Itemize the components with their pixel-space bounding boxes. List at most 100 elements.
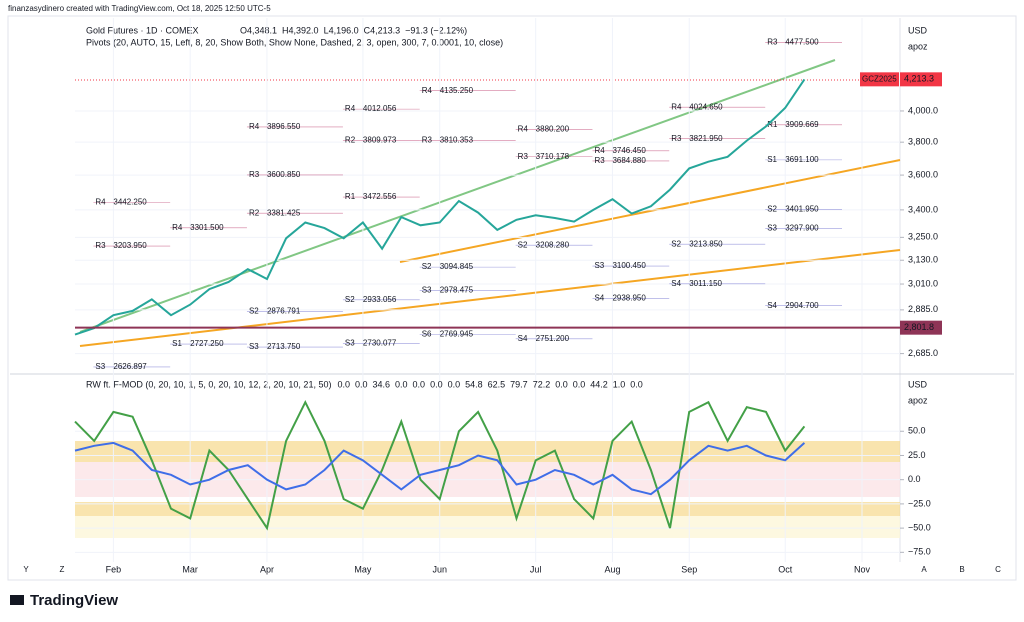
ohlc-value: H4,392.0: [282, 25, 319, 35]
x-tick-label: May: [354, 564, 372, 574]
pivot-level: S4: [767, 301, 777, 310]
pivot-price: 3100.450: [612, 261, 646, 270]
pivot-price: 2933.056: [363, 295, 397, 304]
ohlc-value: O4,348.1: [240, 25, 277, 35]
x-tick-label: Nov: [854, 564, 871, 574]
y-tick-label: 3,010.0: [908, 278, 938, 288]
pivot-price: 3809.973: [363, 136, 397, 145]
y-tick-label: −75.0: [908, 547, 931, 557]
toolbar-button[interactable]: Z: [60, 565, 65, 574]
pivot-price: 3213.850: [689, 239, 723, 248]
symbol-tag: [860, 72, 899, 87]
pivot-level: R4: [518, 125, 529, 134]
pivot-price: 2727.250: [190, 339, 224, 348]
pivot-level: R4: [249, 122, 260, 131]
pivot-price: 2626.897: [113, 362, 147, 371]
pivot-level: R3: [594, 156, 605, 165]
indicator-value: 34.6: [373, 379, 391, 389]
y-tick-label: 3,250.0: [908, 232, 938, 242]
pivot-price: 3301.500: [190, 223, 224, 232]
indicator-value: 79.7: [510, 379, 528, 389]
pivot-level: S4: [518, 334, 528, 343]
pivot-price: 3746.450: [612, 146, 646, 155]
pivot-price: 4012.056: [363, 104, 397, 113]
indicator-band: [75, 516, 900, 538]
pivot-level: R4: [95, 197, 106, 206]
pivot-price: 3821.950: [689, 134, 723, 143]
pivot-level: S2: [518, 240, 528, 249]
toolbar-button[interactable]: B: [959, 565, 964, 574]
pivot-price: 3896.550: [267, 122, 301, 131]
trend-line: [79, 249, 901, 347]
pivot-level: S1: [767, 155, 777, 164]
pivot-price: 3710.178: [536, 152, 570, 161]
price-tag: [900, 72, 942, 87]
indicator-band: [75, 502, 900, 516]
frame: [7, 15, 1017, 581]
pivot-price: 2876.791: [267, 307, 301, 316]
pivot-price: 2938.950: [612, 294, 646, 303]
toolbar-button[interactable]: A: [921, 565, 927, 574]
trend-line: [399, 159, 901, 263]
x-tick-label: Sep: [681, 564, 697, 574]
toolbar-button[interactable]: C: [995, 565, 1001, 574]
ohlc-value: −91.3 (−2.12%): [405, 25, 467, 35]
currency: USD: [908, 379, 928, 389]
toolbar-button[interactable]: Y: [23, 565, 29, 574]
footer-text: TradingView: [30, 592, 118, 609]
footer-logo: TradingView: [10, 592, 118, 609]
x-tick-label: Jul: [530, 564, 542, 574]
pivot-price: 3691.100: [785, 155, 819, 164]
x-tick-label: Oct: [778, 564, 793, 574]
pivot-price: 3094.845: [440, 262, 474, 271]
pivot-level: R1: [345, 192, 356, 201]
pivot-level: S2: [345, 295, 355, 304]
pivot-price: 3442.250: [113, 197, 147, 206]
pivot-level: S2: [422, 262, 432, 271]
pivot-price: 3011.150: [689, 279, 722, 288]
pivot-price: 2769.945: [440, 330, 474, 339]
series-line: [74, 399, 806, 531]
indicator-value: 44.2: [590, 379, 608, 389]
y-tick-label: 3,130.0: [908, 255, 938, 265]
pivot-level: S3: [767, 224, 777, 233]
pivot-level: R4: [172, 223, 183, 232]
y-tick-label: 25.0: [908, 450, 926, 460]
pivot-price: 4135.250: [440, 86, 474, 95]
indicator-value: 62.5: [488, 379, 506, 389]
pivot-price: 3684.880: [612, 156, 646, 165]
y-tick-label: 3,600.0: [908, 169, 938, 179]
pivot-price: 3909.669: [785, 120, 819, 129]
price-tag-label: 2,801.8: [904, 322, 934, 332]
pivot-price: 3472.556: [363, 192, 397, 201]
indicator-value: 0.0: [448, 379, 461, 389]
indicator-value: 0.0: [413, 379, 426, 389]
symbol-tag-label: GCZ2025: [862, 74, 897, 83]
x-tick-label: Jun: [432, 564, 447, 574]
pivot-level: S3: [345, 339, 355, 348]
pivot-level: S4: [671, 279, 681, 288]
pivot-level: R4: [594, 146, 605, 155]
series-line: [74, 441, 806, 496]
pivot-level: R1: [767, 120, 778, 129]
pivot-level: S6: [422, 330, 432, 339]
x-tick-label: Apr: [260, 564, 274, 574]
y-tick-label: 0.0: [908, 474, 921, 484]
pivot-price: 3297.900: [785, 224, 819, 233]
pivot-level: R3: [95, 241, 106, 250]
pivot-price: 3810.353: [440, 136, 474, 145]
y-tick-label: 3,400.0: [908, 204, 938, 214]
series-line: [74, 78, 806, 336]
pivot-level: R2: [249, 208, 260, 217]
indicator-value: 72.2: [533, 379, 551, 389]
pivot-level: R3: [422, 136, 433, 145]
ohlc-value: L4,196.0: [324, 25, 359, 35]
pivot-level: S2: [671, 239, 681, 248]
indicator-value: 0.0: [395, 379, 408, 389]
indicator-value: 0.0: [630, 379, 643, 389]
scale-mode: apoz: [908, 41, 928, 51]
credit: finanzasydinero created with TradingView…: [8, 4, 271, 13]
pivot-level: R2: [345, 136, 356, 145]
pivot-price: 3203.950: [113, 241, 147, 250]
